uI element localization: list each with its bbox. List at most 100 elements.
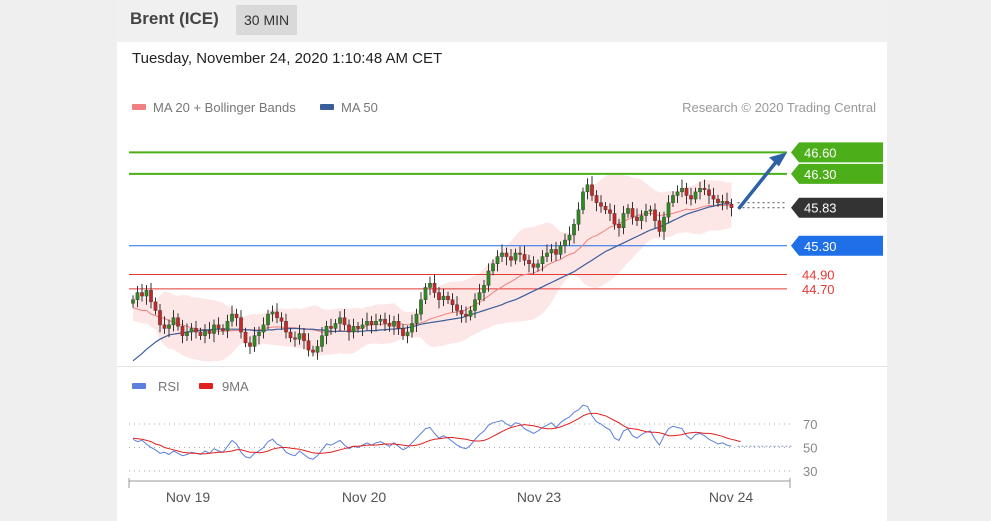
level-label-target: 46.30 <box>804 167 837 182</box>
candle-body <box>635 216 639 221</box>
candle-body <box>599 202 603 207</box>
interval-badge[interactable]: 30 MIN <box>236 5 298 35</box>
candle-body <box>594 195 599 203</box>
panel-separator <box>117 366 887 367</box>
candle-body <box>486 270 491 286</box>
candle-body <box>725 201 729 205</box>
candle-body <box>176 317 180 327</box>
candle-body <box>329 326 333 329</box>
candle-body <box>338 317 342 324</box>
candle-body <box>306 340 311 351</box>
candle-body <box>455 304 459 311</box>
candle-body <box>545 252 549 257</box>
candle-body <box>347 324 351 333</box>
candle-body <box>378 318 383 322</box>
candle-body <box>450 299 455 305</box>
candle-body <box>630 208 635 218</box>
candle-body <box>698 188 702 193</box>
candle-body <box>248 342 252 347</box>
candle-body <box>621 213 626 229</box>
candle-body <box>221 328 225 331</box>
level-label-last: 45.83 <box>804 201 837 216</box>
candle-body <box>387 323 392 327</box>
candle-body <box>153 301 158 311</box>
bollinger-band-area <box>133 173 732 362</box>
candle-body <box>531 263 536 268</box>
candle-body <box>612 213 617 225</box>
candle-body <box>360 324 365 329</box>
candle-body <box>207 330 212 334</box>
x-tick-label: Nov 24 <box>709 489 754 505</box>
legend-swatch-9ma <box>199 383 213 389</box>
candle-body <box>279 317 284 322</box>
level-label-support: 44.70 <box>802 282 835 297</box>
candle-body <box>504 252 509 257</box>
x-tick-label: Nov 23 <box>517 489 562 505</box>
candle-body <box>527 259 531 264</box>
candle-body <box>572 224 576 236</box>
candle-body <box>495 256 500 264</box>
legend-swatch-ma50 <box>320 104 334 110</box>
candle-body <box>576 209 581 225</box>
candle-body <box>135 292 140 300</box>
level-label-pivot: 45.30 <box>804 239 837 254</box>
level-label-box-pivot <box>791 235 883 256</box>
candle-body <box>707 189 711 196</box>
legend-label-rsi: RSI <box>158 379 180 394</box>
candle-body <box>509 256 513 261</box>
candle-body <box>167 324 171 329</box>
candle-body <box>662 216 666 232</box>
candle-body <box>203 330 207 336</box>
chart-card: Brent (ICE) 30 MIN Tuesday, November 24,… <box>117 0 887 521</box>
candle-body <box>540 256 545 264</box>
candle-body <box>324 326 329 336</box>
candle-body <box>365 321 369 326</box>
rsi-tick-label: 30 <box>803 464 817 479</box>
legend-label-ma50: MA 50 <box>341 100 378 115</box>
candle-body <box>266 313 270 326</box>
level-label-box-target <box>791 142 883 163</box>
candle-body <box>216 324 221 329</box>
candle-body <box>144 290 149 297</box>
candle-body <box>239 317 243 333</box>
candle-body <box>432 282 437 293</box>
candle-body <box>419 299 423 315</box>
legend-swatch-rsi <box>132 383 146 389</box>
moving-averages <box>132 202 732 362</box>
price-legend: MA 20 + Bollinger Bands MA 50 Research ©… <box>132 100 876 115</box>
rsi-9ma-line <box>132 412 741 455</box>
candle-body <box>158 310 162 326</box>
candle-body <box>702 188 707 190</box>
candle-body <box>315 346 320 353</box>
legend-swatch-ma20 <box>132 104 146 110</box>
candle-body <box>356 326 360 329</box>
bollinger-band <box>133 173 732 362</box>
candle-body <box>171 317 176 326</box>
level-label-support: 44.90 <box>802 268 835 283</box>
credit-label: Research © 2020 Trading Central <box>682 100 876 115</box>
candle-body <box>131 299 135 304</box>
candle-body <box>369 321 374 326</box>
ma20-line <box>132 204 732 333</box>
candle-body <box>657 220 662 232</box>
candle-body <box>333 323 338 329</box>
candle-body <box>720 201 725 203</box>
legend-label-9ma: 9MA <box>222 379 249 394</box>
candle-body <box>311 349 315 353</box>
candle-body <box>648 209 653 212</box>
candle-body <box>558 245 563 255</box>
ma50-line <box>132 202 732 362</box>
candle-body <box>320 335 324 347</box>
candlesticks <box>131 176 734 360</box>
candle-body <box>410 323 414 333</box>
candle-body <box>441 295 446 300</box>
candle-body <box>603 206 608 211</box>
chart-header: Brent (ICE) 30 MIN <box>117 0 887 42</box>
candle-body <box>468 310 473 317</box>
forecast-arrow-shaft <box>737 156 781 210</box>
price-levels <box>129 151 787 290</box>
candle-body <box>257 331 261 336</box>
candle-body <box>477 292 482 300</box>
x-axis: Nov 19 Nov 20 Nov 23 Nov 24 <box>128 478 791 505</box>
candle-body <box>581 191 585 211</box>
